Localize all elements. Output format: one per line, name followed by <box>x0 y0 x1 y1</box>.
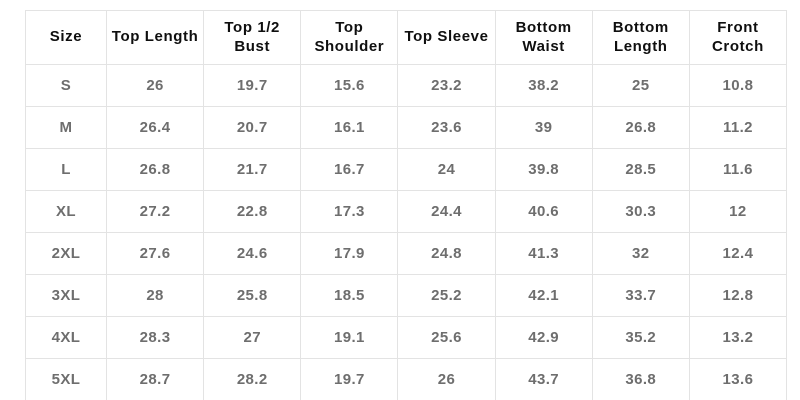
value-cell: 42.1 <box>494 274 593 317</box>
value-cell: 27.2 <box>105 190 205 233</box>
size-cell: L <box>25 148 107 191</box>
value-cell: 28.2 <box>203 358 302 400</box>
value-cell: 32 <box>591 232 690 275</box>
table-row: M 26.4 20.7 16.1 23.6 39 26.8 11.2 <box>25 106 788 149</box>
column-header: Top Length <box>105 10 205 65</box>
value-cell: 24.4 <box>397 190 496 233</box>
value-cell: 22.8 <box>203 190 302 233</box>
value-cell: 24 <box>397 148 496 191</box>
value-cell: 27.6 <box>105 232 205 275</box>
value-cell: 23.6 <box>397 106 496 149</box>
value-cell: 13.2 <box>688 316 788 359</box>
value-cell: 26 <box>105 64 205 107</box>
value-cell: 42.9 <box>494 316 593 359</box>
table-row: S 26 19.7 15.6 23.2 38.2 25 10.8 <box>25 64 788 107</box>
value-cell: 19.7 <box>300 358 399 400</box>
value-cell: 12.4 <box>688 232 788 275</box>
table-row: 5XL 28.7 28.2 19.7 26 43.7 36.8 13.6 <box>25 358 788 400</box>
value-cell: 10.8 <box>688 64 788 107</box>
column-header: Bottom Length <box>591 10 690 65</box>
value-cell: 13.6 <box>688 358 788 400</box>
value-cell: 28.5 <box>591 148 690 191</box>
table-body: S 26 19.7 15.6 23.2 38.2 25 10.8 M 26.4 20.7 16.1 23… <box>25 64 788 400</box>
column-header: Top 1/2 Bust <box>203 10 302 65</box>
value-cell: 28 <box>105 274 205 317</box>
size-cell: 2XL <box>25 232 107 275</box>
value-cell: 35.2 <box>591 316 690 359</box>
column-header: Top Sleeve <box>397 10 496 65</box>
size-chart-table: Size Top Length Top 1/2 Bust Top Shoulder To… <box>25 10 788 400</box>
value-cell: 17.3 <box>300 190 399 233</box>
value-cell: 30.3 <box>591 190 690 233</box>
value-cell: 23.2 <box>397 64 496 107</box>
value-cell: 12 <box>688 190 788 233</box>
size-cell: XL <box>25 190 107 233</box>
value-cell: 28.7 <box>105 358 205 400</box>
table-header: Size Top Length Top 1/2 Bust Top Shoulder To… <box>25 10 788 65</box>
value-cell: 21.7 <box>203 148 302 191</box>
value-cell: 25.6 <box>397 316 496 359</box>
size-cell: S <box>25 64 107 107</box>
value-cell: 15.6 <box>300 64 399 107</box>
value-cell: 20.7 <box>203 106 302 149</box>
value-cell: 26.4 <box>105 106 205 149</box>
value-cell: 24.6 <box>203 232 302 275</box>
value-cell: 26 <box>397 358 496 400</box>
column-header: Bottom Waist <box>494 10 593 65</box>
value-cell: 41.3 <box>494 232 593 275</box>
value-cell: 27 <box>203 316 302 359</box>
value-cell: 11.2 <box>688 106 788 149</box>
value-cell: 18.5 <box>300 274 399 317</box>
value-cell: 16.7 <box>300 148 399 191</box>
value-cell: 33.7 <box>591 274 690 317</box>
column-header: Front Crotch <box>688 10 788 65</box>
value-cell: 25 <box>591 64 690 107</box>
size-cell: 3XL <box>25 274 107 317</box>
table-row: 2XL 27.6 24.6 17.9 24.8 41.3 32 12.4 <box>25 232 788 275</box>
table-row: L 26.8 21.7 16.7 24 39.8 28.5 11.6 <box>25 148 788 191</box>
value-cell: 43.7 <box>494 358 593 400</box>
value-cell: 19.1 <box>300 316 399 359</box>
value-cell: 39 <box>494 106 593 149</box>
column-header-size: Size <box>25 10 107 65</box>
value-cell: 25.8 <box>203 274 302 317</box>
column-header: Top Shoulder <box>300 10 399 65</box>
value-cell: 39.8 <box>494 148 593 191</box>
value-cell: 24.8 <box>397 232 496 275</box>
size-cell: 4XL <box>25 316 107 359</box>
header-row: Size Top Length Top 1/2 Bust Top Shoulder To… <box>25 10 788 65</box>
value-cell: 28.3 <box>105 316 205 359</box>
value-cell: 19.7 <box>203 64 302 107</box>
value-cell: 36.8 <box>591 358 690 400</box>
value-cell: 25.2 <box>397 274 496 317</box>
value-cell: 16.1 <box>300 106 399 149</box>
value-cell: 26.8 <box>105 148 205 191</box>
size-cell: 5XL <box>25 358 107 400</box>
table-row: XL 27.2 22.8 17.3 24.4 40.6 30.3 12 <box>25 190 788 233</box>
value-cell: 26.8 <box>591 106 690 149</box>
value-cell: 11.6 <box>688 148 788 191</box>
value-cell: 17.9 <box>300 232 399 275</box>
size-cell: M <box>25 106 107 149</box>
table-row: 4XL 28.3 27 19.1 25.6 42.9 35.2 13.2 <box>25 316 788 359</box>
value-cell: 40.6 <box>494 190 593 233</box>
value-cell: 38.2 <box>494 64 593 107</box>
value-cell: 12.8 <box>688 274 788 317</box>
table-row: 3XL 28 25.8 18.5 25.2 42.1 33.7 12.8 <box>25 274 788 317</box>
